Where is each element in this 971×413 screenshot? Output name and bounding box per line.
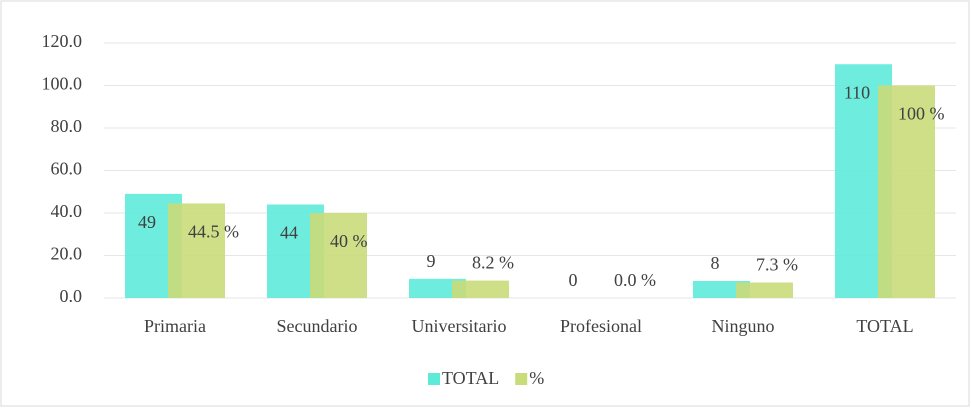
data-label: 9: [427, 251, 436, 271]
bar: [878, 85, 935, 298]
data-label: 44.5 %: [188, 222, 239, 242]
data-label: 49: [138, 212, 156, 232]
y-tick-label: 60.0: [51, 159, 83, 179]
bar: [168, 203, 225, 298]
y-tick-label: 100.0: [42, 74, 83, 94]
data-label: 0: [569, 270, 578, 290]
data-label: 8.2 %: [472, 253, 514, 273]
data-label: 40 %: [330, 231, 368, 251]
data-label: 110: [844, 82, 870, 102]
bar: [409, 278, 466, 298]
bar: [452, 280, 509, 298]
y-tick-label: 80.0: [51, 116, 83, 136]
x-tick-label: Primaria: [144, 316, 206, 336]
bar: [693, 281, 750, 298]
data-label: 44: [280, 223, 298, 243]
bar: [310, 213, 367, 298]
y-tick-label: 20.0: [51, 244, 83, 264]
data-label: 8: [711, 253, 720, 273]
y-tick-label: 40.0: [51, 201, 83, 221]
y-tick-label: 120.0: [42, 31, 83, 51]
x-tick-label: TOTAL: [856, 316, 913, 336]
legend-swatch: [428, 373, 440, 385]
x-tick-label: Universitario: [412, 316, 507, 336]
x-tick-label: Profesional: [560, 316, 642, 336]
legend-swatch: [515, 373, 528, 385]
y-tick-label: 0.0: [60, 286, 83, 306]
x-tick-label: Ninguno: [712, 316, 775, 336]
bar: [736, 282, 793, 298]
data-label: 0.0 %: [614, 270, 656, 290]
data-label: 100 %: [898, 104, 945, 124]
x-tick-label: Secundario: [277, 316, 358, 336]
legend-label: TOTAL: [442, 368, 499, 388]
data-label: 7.3 %: [756, 255, 798, 275]
legend-label: %: [529, 368, 544, 388]
